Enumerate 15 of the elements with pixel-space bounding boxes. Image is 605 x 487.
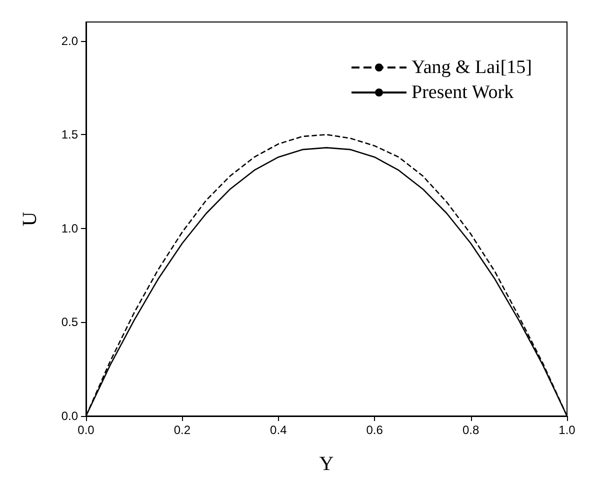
legend-label: Yang & Lai[15]	[411, 57, 532, 78]
x-tick-label: 0.0	[78, 423, 95, 437]
x-tick-label: 0.4	[270, 423, 288, 437]
x-tick-label: 1.0	[558, 423, 576, 437]
y-tick-label: 1.5	[61, 128, 78, 142]
x-tick-label: 0.8	[462, 423, 480, 437]
x-tick-label: 0.6	[366, 423, 384, 437]
x-axis-title: Y	[319, 453, 334, 475]
x-tick-label: 0.2	[174, 423, 191, 437]
y-axis-title: U	[19, 211, 41, 226]
legend-label: Present Work	[411, 82, 514, 103]
y-tick-label: 0.5	[61, 315, 78, 330]
y-tick-label: 1.0	[61, 221, 78, 236]
y-tick-label: 0.0	[61, 409, 78, 423]
y-tick-label: 2.0	[61, 34, 78, 48]
